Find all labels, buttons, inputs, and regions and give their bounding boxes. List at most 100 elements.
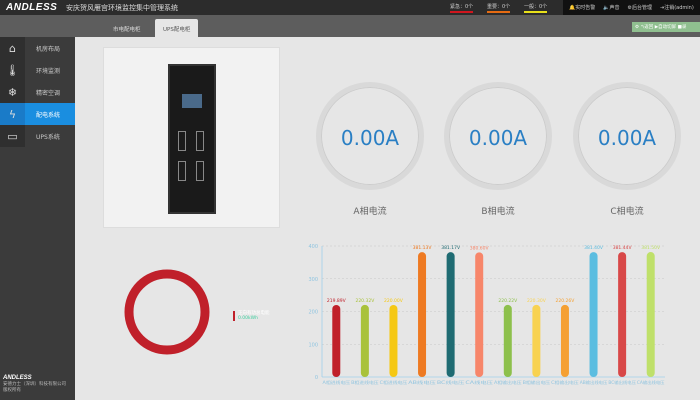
bar <box>332 304 341 377</box>
voltage-bar-chart: 0 100 200 300 400 219.89V A相进线电压 220.32V B相进线电压 2… <box>308 244 665 385</box>
realtime-alarm-button[interactable]: 🔔实时告警 <box>569 5 596 11</box>
bar-data-label: 220.32V <box>355 298 375 304</box>
x-tick-label: A相进线电压 <box>323 379 351 385</box>
gauge-b-label: B相电流 <box>481 207 515 217</box>
gauge-a <box>316 82 424 190</box>
app-title: 安庆贺风雁宫环境监控集中管理系统 <box>66 4 178 12</box>
label: 声音 <box>609 5 620 11</box>
bar-data-label: 381.40V <box>584 245 604 251</box>
legend-label: 正向有功总电能 <box>238 311 270 316</box>
toolbar: ⚙ ↰返回 ▶自动切屏 ■录 <box>632 22 700 32</box>
settings-icon[interactable]: ⚙ <box>635 25 640 30</box>
bar-data-label: 219.89V <box>327 298 347 304</box>
bar-data-label: 380.60V <box>470 245 490 251</box>
bar <box>618 252 627 377</box>
gauge-b <box>444 82 552 190</box>
x-tick-label: BC线电压 <box>437 379 465 385</box>
bar <box>503 304 512 377</box>
y-tick-label: 200 <box>308 310 318 316</box>
x-tick-label: CA输出线电压 <box>637 379 665 385</box>
tab-bar: 市电配电柜 UPS配电柜 <box>0 15 700 37</box>
bar-data-label: 381.13V <box>413 245 433 251</box>
bar-data-label: 381.50V <box>641 245 661 251</box>
home-icon: ⌂ <box>0 37 25 59</box>
label: 精密空调 <box>36 89 61 97</box>
label: 配电系统 <box>36 111 61 119</box>
donut-ring <box>124 269 210 355</box>
top-header: ANDLESS 安庆贺风雁宫环境监控集中管理系统 紧急：0个 重要：0个 一般：… <box>0 0 700 15</box>
bar <box>589 252 598 377</box>
sound-button[interactable]: 🔈声音 <box>603 5 620 11</box>
bar <box>446 252 455 377</box>
cabinet-image-card <box>103 47 280 228</box>
bar <box>560 304 569 377</box>
gauge-c-label: C相电流 <box>610 207 644 217</box>
sidebar-item-power[interactable]: ϟ 配电系统 <box>0 103 75 125</box>
sidebar-item-room-layout[interactable]: ⌂ 机房布局 <box>0 37 75 59</box>
y-tick-label: 300 <box>308 277 318 283</box>
back-button[interactable]: ↰返回 <box>640 25 654 30</box>
sidebar-footer: ANDLESS 安德力士（深圳）科技有限公司 版权所有 <box>3 375 66 394</box>
company-name: 安德力士（深圳）科技有限公司 <box>3 382 66 387</box>
lightning-icon: ϟ <box>0 103 25 125</box>
bar <box>475 252 484 377</box>
label: 后台管理 <box>631 5 652 11</box>
energy-donut <box>124 269 210 355</box>
y-tick-label: 100 <box>308 342 318 348</box>
x-tick-label: AB输出线电压 <box>580 379 608 385</box>
label: 机房布局 <box>36 45 61 53</box>
alarm-minor[interactable]: 一般：0个 <box>524 3 548 13</box>
bar <box>646 252 655 377</box>
gauge-c-value: 0.00A <box>597 126 657 150</box>
admin-button[interactable]: ⚙后台管理 <box>627 5 653 11</box>
label: 实时告警 <box>575 5 596 11</box>
battery-icon: ▭ <box>0 125 25 147</box>
bar <box>360 304 369 377</box>
y-tick-label: 400 <box>308 244 318 250</box>
tab-ups-cabinet[interactable]: UPS配电柜 <box>155 19 199 37</box>
bar <box>418 252 427 377</box>
cabinet-image <box>168 64 216 214</box>
thermometer-icon: 🌡 <box>0 59 25 81</box>
footer-logo: ANDLESS <box>3 375 32 381</box>
label: 注销(admin) <box>664 5 694 11</box>
bar-data-label: 220.30V <box>527 298 547 304</box>
record-button[interactable]: ■录 <box>677 25 687 30</box>
alarm-major[interactable]: 重要：0个 <box>487 3 511 13</box>
logo: ANDLESS <box>6 2 58 13</box>
y-tick-label: 0 <box>315 375 318 381</box>
copyright: 版权所有 <box>3 388 21 393</box>
x-tick-label: A相输出电压 <box>494 379 522 385</box>
bar-data-label: 381.17V <box>441 245 461 251</box>
gauge-b-value: 0.00A <box>468 126 528 150</box>
gauge-a-label: A相电流 <box>353 207 387 217</box>
x-tick-label: C相进线电压 <box>380 379 408 385</box>
label: 自动切屏 <box>658 25 677 30</box>
x-tick-label: CA线电压 <box>465 379 493 385</box>
bar-data-label: 381.44V <box>613 245 633 251</box>
gauge-a-value: 0.00A <box>340 126 400 150</box>
sidebar: ⌂ 机房布局 🌡 环境监测 ❄ 精密空调 ϟ 配电系统 ▭ UPS系统 <box>0 37 75 400</box>
header-actions: 🔔实时告警 🔈声音 ⚙后台管理 ⇥注销(admin) <box>563 0 700 15</box>
bar-data-label: 220.00V <box>384 298 404 304</box>
tab-mains-cabinet[interactable]: 市电配电柜 <box>113 27 141 33</box>
x-tick-label: C相输出电压 <box>551 379 579 385</box>
energy-legend: 正向有功总电能 0.00kWh <box>233 311 270 321</box>
sidebar-item-ups[interactable]: ▭ UPS系统 <box>0 125 75 147</box>
sidebar-item-aircon[interactable]: ❄ 精密空调 <box>0 81 75 103</box>
auto-switch-button[interactable]: ▶自动切屏 <box>654 25 677 30</box>
legend-value: 0.00kWh <box>238 316 258 321</box>
bar-data-label: 220.22V <box>498 298 518 304</box>
bar <box>532 304 541 377</box>
label: 返回 <box>644 25 654 30</box>
x-tick-label: BC输出线电压 <box>608 379 636 385</box>
x-tick-label: B相输出电压 <box>523 379 551 385</box>
gauge-c <box>573 82 681 190</box>
x-tick-label: B相进线电压 <box>351 379 379 385</box>
sidebar-item-environment[interactable]: 🌡 环境监测 <box>0 59 75 81</box>
logout-button[interactable]: ⇥注销(admin) <box>660 5 694 11</box>
bar-data-label: 220.26V <box>556 298 576 304</box>
label: 环境监测 <box>36 67 61 75</box>
alarm-critical[interactable]: 紧急：0个 <box>450 3 474 13</box>
x-tick-label: AB线电压 <box>408 379 436 385</box>
